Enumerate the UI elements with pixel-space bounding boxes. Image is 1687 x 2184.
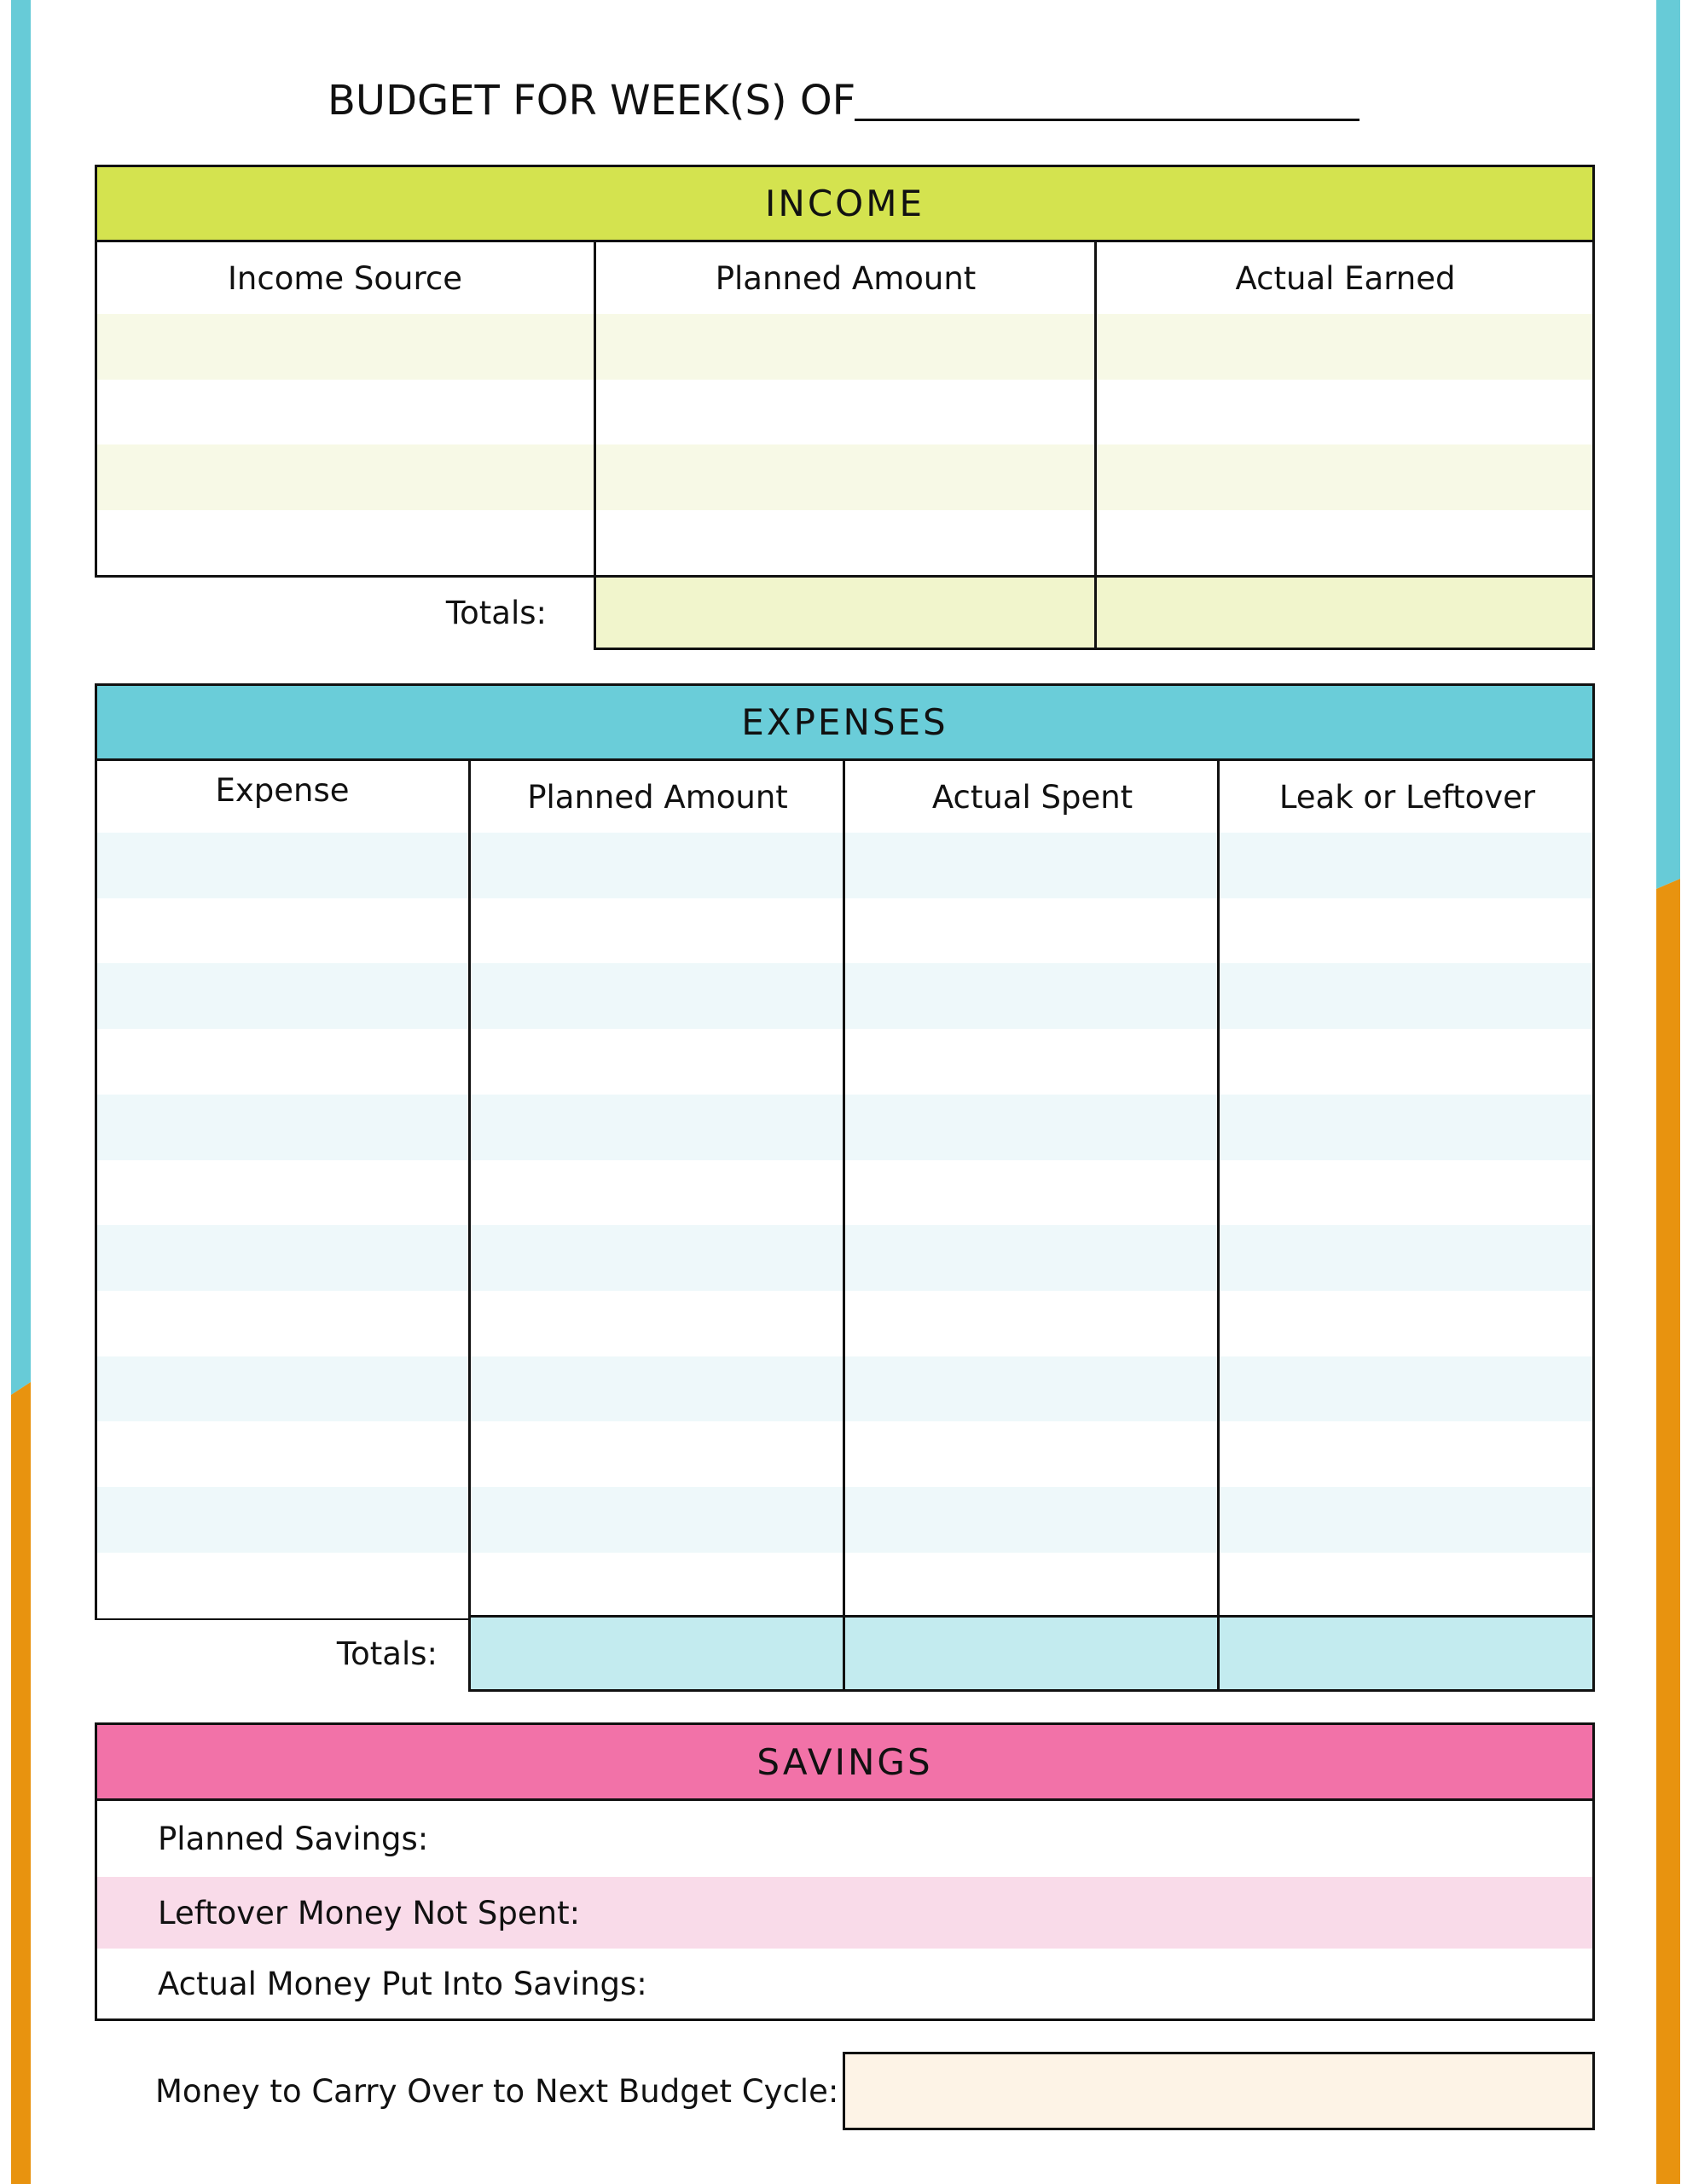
- carry-over-label: Money to Carry Over to Next Budget Cycle…: [155, 2072, 839, 2110]
- income-totals-planned[interactable]: [596, 578, 1094, 648]
- divider: [1094, 575, 1097, 650]
- col-planned-amount: Planned Amount: [527, 778, 788, 816]
- income-totals-actual[interactable]: [1097, 578, 1592, 648]
- col-expense: Expense: [215, 771, 350, 809]
- col-actual-earned: Actual Earned: [1235, 259, 1456, 297]
- divider: [468, 758, 471, 1692]
- income-header: INCOME: [95, 165, 1595, 242]
- carry-over-field[interactable]: [843, 2052, 1595, 2130]
- savings-table: [95, 1798, 1595, 2021]
- col-leak-or-leftover: Leak or Leftover: [1278, 778, 1536, 816]
- income-row[interactable]: [97, 444, 1592, 510]
- col-income-source: Income Source: [228, 259, 462, 297]
- divider: [1217, 758, 1220, 1692]
- income-title: INCOME: [765, 183, 925, 224]
- actual-savings-row[interactable]: Actual Money Put Into Savings:: [158, 1965, 647, 2002]
- expenses-totals: [468, 1615, 1595, 1692]
- col-actual-spent: Actual Spent: [931, 778, 1133, 816]
- planned-savings-row[interactable]: Planned Savings:: [158, 1821, 429, 1857]
- expenses-header: EXPENSES: [95, 683, 1595, 761]
- expenses-totals-label: Totals:: [336, 1635, 438, 1672]
- divider: [843, 758, 845, 1692]
- col-planned-amount: Planned Amount: [715, 259, 977, 297]
- divider: [594, 240, 596, 650]
- savings-row-bg: [97, 1877, 1592, 1949]
- week-blank-line[interactable]: [855, 119, 1359, 121]
- savings-title: SAVINGS: [757, 1740, 933, 1783]
- page-title: BUDGET FOR WEEK(S) OF: [328, 77, 856, 125]
- leftover-money-row[interactable]: Leftover Money Not Spent:: [158, 1894, 581, 1931]
- expenses-title: EXPENSES: [741, 701, 948, 743]
- divider: [1094, 240, 1097, 650]
- savings-header: SAVINGS: [95, 1722, 1595, 1801]
- income-row[interactable]: [97, 314, 1592, 380]
- income-totals-label: Totals:: [445, 594, 547, 631]
